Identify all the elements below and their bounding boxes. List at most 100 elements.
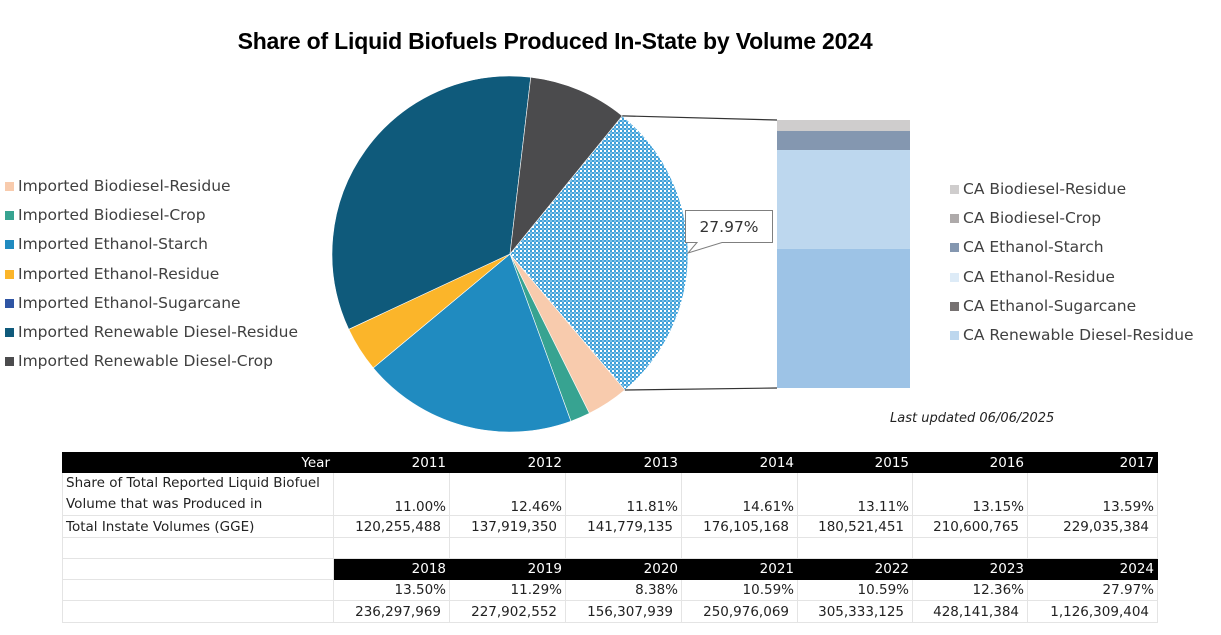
empty-label-cell (62, 579, 334, 601)
pie (331, 75, 689, 433)
table-row-share: Share of Total Reported Liquid Biofuel V… (62, 472, 1158, 516)
year-header-cell: 2020 (565, 558, 682, 580)
share-cell: 13.50% (333, 579, 450, 601)
legend-swatch-icon (950, 272, 959, 282)
volume-cell: 250,976,069 (681, 600, 798, 623)
share-cell: 12.46% (449, 472, 566, 516)
bar-segment-ca-ethanol-starch (777, 130, 910, 151)
share-cell: 13.59% (1027, 472, 1158, 516)
legend-swatch-icon (5, 211, 14, 221)
volume-cell: 305,333,125 (797, 600, 913, 623)
pie-slice-imported-renewable-diesel-residue (331, 75, 532, 330)
connector-lines (622, 115, 778, 391)
volume-cell: 229,035,384 (1027, 515, 1158, 538)
legend-label: Imported Biodiesel-Crop (18, 206, 206, 225)
volume-cell: 1,126,309,404 (1027, 600, 1158, 623)
volume-cell: 176,105,168 (681, 515, 798, 538)
volume-cell: 236,297,969 (333, 600, 450, 623)
legend-label: Imported Biodiesel-Residue (18, 177, 231, 195)
empty-label-cell (62, 600, 334, 623)
chart-title: Share of Liquid Biofuels Produced In-Sta… (237, 28, 873, 54)
legend-label: CA Ethanol-Sugarcane (963, 296, 1137, 315)
volume-cell: 210,600,765 (912, 515, 1028, 538)
year-header-cell: 2013 (565, 452, 682, 473)
year-header: Year (62, 452, 334, 473)
last-updated-note: Last updated 06/06/2025 (890, 411, 1055, 426)
volume-cell: 227,902,552 (449, 600, 566, 623)
year-header-cell: 2012 (449, 452, 566, 473)
bar-segment-ca-ethanol-residue (777, 150, 910, 249)
volume-cell: 156,307,939 (565, 600, 682, 623)
share-cell: 10.59% (797, 579, 913, 601)
year-header-cell: 2017 (1027, 452, 1158, 473)
table-header-row: Year 2011 2012 2013 2014 2015 2016 2017 (62, 452, 1158, 473)
legend-label: CA Biodiesel-Residue (963, 180, 1127, 198)
table-row-empty (62, 537, 1158, 559)
legend-swatch-icon (5, 298, 14, 308)
share-cell: 11.81% (565, 472, 682, 516)
legend-swatch-icon (950, 214, 959, 224)
bar-segment-ca-renewable-diesel-residue (777, 248, 910, 388)
empty-cell (62, 537, 334, 559)
legend-swatch-icon (5, 182, 14, 191)
year-header-cell: 2015 (797, 452, 913, 473)
stacked-bar (777, 120, 910, 388)
share-cell: 10.59% (681, 579, 798, 601)
share-cell: 13.11% (797, 472, 913, 516)
share-cell: 8.38% (565, 579, 682, 601)
legend-label: CA Renewable Diesel-Residue (963, 326, 1194, 344)
empty-header-cell (62, 558, 334, 580)
year-header-cell: 2024 (1027, 558, 1158, 580)
legend-label: Imported Ethanol-Residue (18, 264, 220, 283)
legend-label: Imported Ethanol-Starch (18, 235, 208, 254)
table-row-share-2: 13.50% 11.29% 8.38% 10.59% 10.59% 12.36% 27.97… (62, 579, 1158, 601)
legend-swatch-icon (5, 328, 14, 337)
legend-swatch-icon (5, 240, 14, 250)
year-header-cell: 2011 (333, 452, 450, 473)
year-header-cell: 2022 (797, 558, 913, 580)
legend-swatch-icon (5, 357, 14, 367)
empty-cell (333, 537, 450, 559)
bar-segment-ca-biodiesel-residue (777, 120, 910, 131)
empty-cell (1027, 537, 1158, 559)
connector-line-top (622, 115, 778, 121)
table-header-row-2: 2018 2019 2020 2021 2022 2023 2024 (62, 558, 1158, 580)
legend-swatch-icon (5, 269, 14, 279)
data-table: Year 2011 2012 2013 2014 2015 2016 2017 Share of… (62, 452, 1158, 623)
data-label-callout: 27.97% (685, 210, 773, 254)
volume-cell: 141,779,135 (565, 515, 682, 538)
empty-cell (912, 537, 1028, 559)
table-row-volume: Total Instate Volumes (GGE) 120,255,488 13… (62, 515, 1158, 538)
legend-label: CA Ethanol-Residue (963, 267, 1115, 286)
callout-box (685, 210, 773, 254)
empty-cell (565, 537, 682, 559)
bar-of-pie-chart: 27.97% (331, 75, 910, 433)
share-cell: 14.61% (681, 472, 798, 516)
legend-swatch-icon (950, 331, 959, 340)
legend-label: CA Biodiesel-Crop (963, 209, 1102, 228)
pie-slice-ca-in-state-total (509, 115, 689, 391)
pie-slice-imported-renewable-diesel-crop (509, 76, 623, 255)
year-header-cell: 2019 (449, 558, 566, 580)
connector-line-bottom (624, 387, 778, 391)
year-header-cell: 2018 (333, 558, 450, 580)
legend-label: Imported Renewable Diesel-Residue (18, 323, 298, 341)
legend-label: Imported Renewable Diesel-Crop (18, 352, 273, 371)
legend-swatch-icon (950, 185, 959, 194)
share-cell: 27.97% (1027, 579, 1158, 601)
volume-cell: 428,141,384 (912, 600, 1028, 623)
share-row-label: Share of Total Reported Liquid Biofuel V… (62, 472, 334, 516)
data-label-27-97: 27.97% (699, 218, 758, 236)
year-header-cell: 2021 (681, 558, 798, 580)
share-cell: 13.15% (912, 472, 1028, 516)
empty-cell (797, 537, 913, 559)
volume-row-label: Total Instate Volumes (GGE) (62, 515, 334, 538)
volume-cell: 120,255,488 (333, 515, 450, 538)
share-cell: 11.00% (333, 472, 450, 516)
share-cell: 11.29% (449, 579, 566, 601)
volume-cell: 137,919,350 (449, 515, 566, 538)
share-cell: 12.36% (912, 579, 1028, 601)
legend-swatch-icon (950, 243, 959, 253)
legend-label: Imported Ethanol-Sugarcane (18, 293, 241, 312)
legend-swatch-icon (950, 301, 959, 311)
